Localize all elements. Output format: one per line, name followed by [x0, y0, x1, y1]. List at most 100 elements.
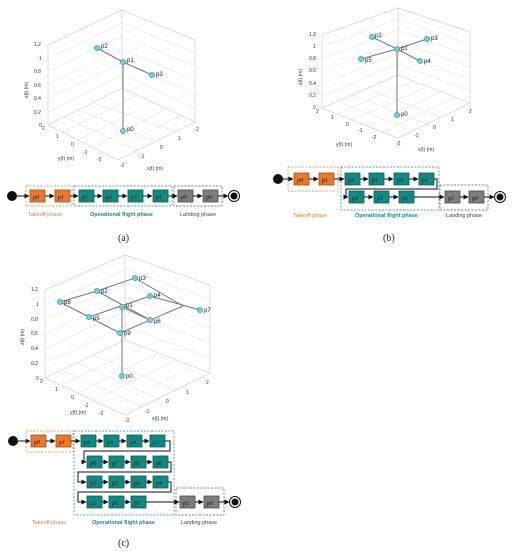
y-tick: 2 [40, 379, 43, 385]
x-tick: -2 [125, 418, 130, 424]
z-tick: 1 [313, 44, 316, 50]
waypoint-marker [394, 112, 400, 118]
operational-phase-frame [340, 166, 440, 211]
z-tick: 0.6 [34, 83, 41, 89]
waypoint-marker [117, 330, 123, 336]
waypoint-marker [119, 304, 125, 310]
z-tick: 1 [39, 56, 42, 62]
y-tick: 1 [56, 134, 59, 140]
y-axis-label: y(t) (m) [336, 142, 352, 148]
timeline-box-label: p4 [155, 480, 162, 487]
timeline-box-label: p3 [130, 195, 137, 201]
timeline-box-label: p0 [180, 195, 187, 201]
waypoint-label: p4 [424, 59, 431, 65]
operational-phase-label: Operational flight phase [355, 213, 418, 219]
waypoint-marker [147, 293, 153, 299]
z-tick: 1.2 [309, 32, 316, 38]
timeline-box-label: p0 [32, 195, 39, 201]
timeline-box-label: p1 [421, 178, 428, 184]
waypoint-marker [119, 373, 125, 379]
timeline-box-label: p3 [106, 440, 113, 446]
landing-phase-label: Landing phase [446, 213, 482, 219]
panel-b-axes: 1.2 1 0.8 0.6 0.4 0.2 0 z(t) (m) 2 1 0 -… [298, 7, 472, 153]
x-tick: -1 [140, 154, 145, 160]
waypoint-marker [57, 299, 63, 305]
z-tick: 0 [39, 123, 42, 129]
x-tick: 2 [206, 380, 209, 386]
y-tick: 2 [42, 126, 45, 132]
timeline-box-label: p1 [89, 481, 96, 487]
timeline-box-label: p1 [57, 195, 64, 201]
waypoint-label: p1 [126, 303, 133, 309]
waypoint-label: p4 [154, 293, 161, 299]
panel-a-timeline: p0 p1 p2 p1 p3 p1 p0 p0 Takeoff p [7, 185, 240, 218]
x-tick: 2 [196, 127, 199, 133]
waypoint-label: p2 [375, 33, 382, 39]
x-tick: 0 [160, 145, 163, 151]
y-tick: 2 [316, 109, 319, 115]
waypoint-label: p3 [139, 276, 146, 282]
z-tick: 0.4 [34, 96, 41, 102]
panel-c-axes: 1.2 1 0.8 0.6 0.4 0.2 0 z(t) (m) 2 1 0 -… [20, 254, 211, 424]
x-tick: 0 [433, 125, 436, 131]
timeline-box-label: p8 [155, 461, 162, 467]
y-tick: 0 [71, 142, 74, 148]
y-tick: -1 [83, 150, 88, 156]
takeoff-phase-label: Takeoff phase [293, 213, 327, 219]
waypoint-label: p6 [154, 319, 161, 325]
timeline-box-label: p6 [89, 461, 96, 467]
waypoint-label: p2 [101, 289, 108, 295]
operational-phase-label: Operational flight phase [92, 520, 155, 526]
waypoint-label: p7 [204, 308, 211, 314]
start-node [273, 174, 283, 184]
waypoint-marker [417, 58, 423, 64]
timeline-box-label: p4 [129, 439, 136, 446]
waypoint-marker [94, 45, 100, 51]
takeoff-phase-frame [287, 166, 339, 192]
x-axis-label: x(t) (m) [418, 147, 434, 153]
z-tick: 0.2 [31, 361, 38, 367]
z-tick: 1.2 [31, 287, 38, 293]
y-tick: -1 [84, 403, 89, 409]
waypoint-label: p9 [124, 331, 131, 337]
start-node [7, 191, 17, 201]
panel-caption: (a) [118, 233, 129, 244]
waypoint-marker [120, 128, 126, 134]
waypoint-marker [132, 275, 138, 281]
z-tick: 0 [313, 105, 316, 111]
y-tick: 1 [55, 387, 58, 393]
takeoff-phase-label: Takeoff phase [28, 212, 62, 218]
panel-caption: (b) [383, 233, 395, 244]
x-tick: -1 [414, 133, 419, 139]
waypoint-label: p0 [127, 127, 134, 133]
x-tick: 1 [178, 136, 181, 142]
x-tick: 1 [186, 390, 189, 396]
takeoff-phase-label: Takeoff phase [32, 520, 66, 526]
y-axis-label: y(t) (m) [70, 410, 86, 416]
timeline-box-label: p3 [133, 481, 140, 487]
x-tick: 0 [166, 399, 169, 405]
z-tick: 1 [36, 302, 39, 308]
z-tick: 0.4 [31, 346, 38, 352]
timeline-box-label: p1 [155, 195, 162, 201]
waypoint-marker [94, 288, 100, 294]
z-axis-label: z(t) (m) [298, 69, 304, 85]
y-tick: 0 [71, 395, 74, 401]
x-tick: -2 [120, 163, 125, 169]
timeline-box-label: p2 [81, 195, 88, 201]
panel-c: 1.2 1 0.8 0.6 0.4 0.2 0 z(t) (m) 2 1 0 -… [8, 254, 241, 549]
waypoint-marker [86, 314, 92, 320]
x-axis-label: x(t) (m) [152, 416, 168, 422]
z-axis-label: z(t) (m) [20, 329, 26, 345]
waypoint-label: p5 [365, 58, 372, 64]
timeline-box-label: p0 [296, 178, 303, 184]
y-tick: 0 [346, 122, 349, 128]
timeline-box-label: p2 [111, 481, 118, 487]
y-tick: -2 [372, 135, 377, 141]
waypoint-label: p3 [431, 36, 438, 42]
z-tick: 0.8 [309, 56, 316, 62]
waypoint-marker [197, 307, 203, 313]
timeline-box-label: p7 [133, 501, 141, 507]
timeline-box-label: p0 [206, 501, 213, 507]
